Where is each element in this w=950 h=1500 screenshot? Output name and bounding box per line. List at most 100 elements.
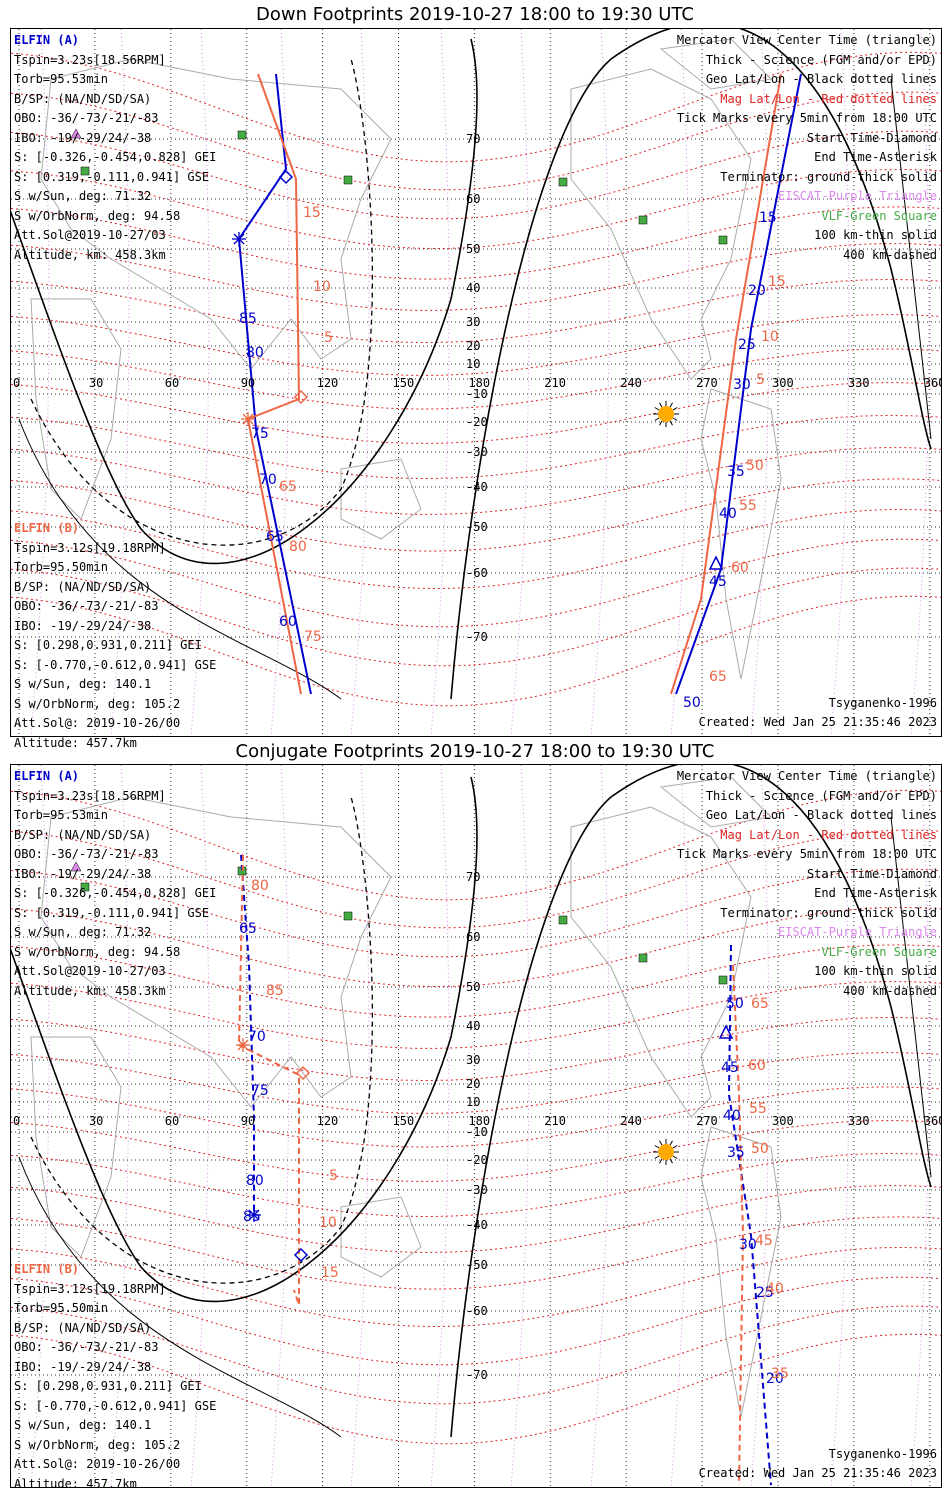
sun-ray <box>669 420 673 426</box>
continent-outline <box>659 38 773 90</box>
mag-lat-line <box>11 51 941 163</box>
elfin-a-info-line: Torb=95.53min <box>14 72 108 86</box>
terminator-curve-2 <box>450 29 932 700</box>
lat-tick-label: -30 <box>466 1183 488 1197</box>
sun-ray <box>669 402 673 408</box>
elfin-b-tick-label: 5 <box>329 1168 338 1184</box>
elfin-a-tick-label: 15 <box>759 210 777 226</box>
continent-outline <box>659 776 773 828</box>
legend-line: VLF-Green Square <box>821 944 937 959</box>
lon-tick-label: 330 <box>848 1114 870 1128</box>
lat-tick-label: -20 <box>466 1153 488 1167</box>
elfin-b-info-line: S w/OrbNorm, deg: 105.2 <box>14 696 181 711</box>
lat-tick-label: -10 <box>466 387 488 401</box>
elfin-a-info-line: Tspin=3.23s[18.56RPM] <box>14 52 166 67</box>
continent-outline <box>340 1196 422 1278</box>
lon-tick-label: 330 <box>848 376 870 390</box>
elfin-b-tick-label: 85 <box>266 983 284 999</box>
start-diamond <box>278 169 294 185</box>
elfin-b-info-line: OBO: -36/-73/-21/-83 <box>14 599 159 613</box>
elfin-a-track <box>240 854 255 1215</box>
lat-tick-label: -60 <box>466 1304 488 1318</box>
mag-lat-line <box>11 906 941 987</box>
lon-tick-label: 180 <box>468 376 490 390</box>
elfin-b-info-line: Att.Sol@: 2019-10-26/00 <box>14 1457 181 1471</box>
lat-tick-label: 10 <box>466 1095 480 1109</box>
mag-lat-line <box>11 382 941 444</box>
elfin-b-info-line: S: [-0.770,-0.612,0.941] GSE <box>14 657 217 672</box>
terminator-curve <box>11 776 478 1303</box>
altitude-400km-curve <box>30 796 374 1284</box>
lat-tick-label: -50 <box>466 520 488 534</box>
elfin-a-info-line: S w/Sun, deg: 71.32 <box>14 925 152 939</box>
elfin-b-info-line: S: [-0.770,-0.612,0.941] GSE <box>14 1398 217 1413</box>
continent-outline <box>40 796 392 1108</box>
mag-lat-line <box>11 595 941 707</box>
mag-lat-line <box>11 1333 941 1445</box>
mag-lat-line <box>11 508 941 589</box>
lat-tick-label: -10 <box>466 1125 488 1139</box>
mag-lon-line <box>510 29 530 736</box>
elfin-a-tick-label: 40 <box>719 506 737 522</box>
elfin-a-tick-label: 70 <box>259 472 277 488</box>
legend-line: Terminator: ground-thick solid <box>720 169 937 184</box>
continent-outline <box>30 298 122 520</box>
elfin-b-info-line: Torb=95.50min <box>14 560 108 574</box>
mag-lat-line <box>11 1120 941 1182</box>
elfin-a-tick-label: 75 <box>251 426 269 442</box>
elfin-b-track-west <box>732 964 745 1486</box>
elfin-a-info-line: IBO: -19/-29/24/-38 <box>14 866 152 881</box>
elfin-b-tick-label: 45 <box>755 1233 773 1249</box>
sun-ray <box>672 1145 678 1149</box>
elfin-a-tick-label: 20 <box>766 1371 784 1387</box>
down-footprints-panel: 15 20 25 30 35 40 45 50 85 80 75 70 65 60 15 10 5 15 10 5 50… <box>10 28 942 750</box>
elfin-b-info-line: S: [0.298,0.931,0.211] GEI <box>14 1379 202 1393</box>
legend-line: Tick Marks every 5min from 18:00 UTC <box>676 847 937 861</box>
mag-lat-line <box>11 981 941 1049</box>
elfin-a-tick-label: 60 <box>279 614 297 630</box>
elfin-b-info-line: Torb=95.50min <box>14 1301 108 1315</box>
elfin-b-info-line: S w/Sun, deg: 140.1 <box>14 1418 152 1432</box>
elfin-a-info-line: S w/OrbNorm, deg: 94.58 <box>14 944 181 959</box>
vlf-square <box>343 911 353 921</box>
model-label: Tsyganenko-1996 <box>828 696 937 710</box>
legend-line: Mercator View Center Time (triangle) <box>676 769 937 783</box>
elfin-a-info-line: Tspin=3.23s[18.56RPM] <box>14 788 166 803</box>
legend-line: Geo Lat/Lon - Black dotted lines <box>705 808 937 822</box>
elfin-b-tick-label: 40 <box>766 1281 784 1297</box>
elfin-b-tick-label: 10 <box>313 279 331 295</box>
lon-tick-label: 360 <box>924 376 941 390</box>
mag-lon-line <box>590 29 610 736</box>
continent-outline <box>40 58 392 370</box>
lat-tick-label: 50 <box>466 980 480 994</box>
sun-ray <box>669 1140 673 1146</box>
vlf-square <box>237 130 247 140</box>
lon-tick-label: 210 <box>544 1114 566 1128</box>
lat-tick-label: -50 <box>466 1258 488 1272</box>
elfin-a-info-line: S w/OrbNorm, deg: 94.58 <box>14 208 181 223</box>
mag-lat-line <box>11 478 941 552</box>
lat-tick-label: 60 <box>466 930 480 944</box>
elfin-a-info-line: ELFIN (A) <box>14 33 80 47</box>
lat-tick-label: -70 <box>466 1368 488 1382</box>
mag-lat-line <box>11 944 941 1018</box>
end-asterisk <box>237 1039 249 1051</box>
lat-tick-label: 20 <box>466 1077 480 1091</box>
continent-outline <box>700 388 782 680</box>
lat-tick-label: 50 <box>466 242 480 256</box>
legend: Mercator View Center Time (triangle) Thic… <box>677 767 937 1001</box>
elfin-a-info-line: B/SP: (NA/ND/SD/SA) <box>14 91 152 106</box>
elfin-b-tick-label: 50 <box>751 1141 769 1157</box>
legend-line: Mercator View Center Time (triangle) <box>676 33 937 47</box>
panel-2-title: Conjugate Footprints 2019-10-27 18:00 to… <box>235 741 715 762</box>
legend-line: 400 km-dashed <box>843 983 937 998</box>
elfin-a-tick-label: 65 <box>239 921 257 937</box>
lon-tick-label: 60 <box>165 1114 179 1128</box>
legend-line: Mag Lat/Lon - Red dotted lines <box>720 827 937 842</box>
sun-ray <box>672 1155 678 1159</box>
mag-lat-line <box>11 447 941 515</box>
mag-lat-line <box>11 1246 941 1327</box>
continent-outline <box>570 806 752 1118</box>
continent-outline <box>340 458 422 540</box>
elfin-b-tick-label: 5 <box>756 372 765 388</box>
